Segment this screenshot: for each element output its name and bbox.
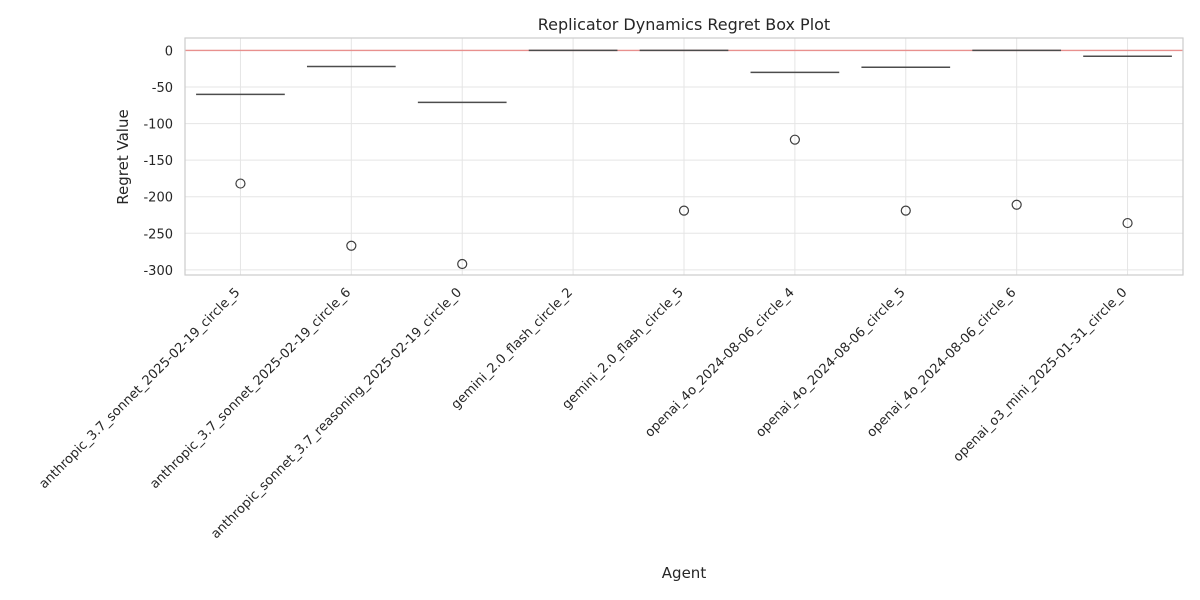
x-tick-label: openai_o3_mini_2025-01-31_circle_0 — [951, 285, 1131, 465]
x-axis-title: Agent — [662, 564, 707, 582]
y-tick-label: -250 — [143, 227, 173, 242]
plot-area: 0 -50 -100 -150 -200 -250 -300 anthropic_3.7_so… — [36, 37, 1184, 542]
y-tick-label: -300 — [143, 264, 173, 279]
outlier-point — [789, 134, 800, 145]
y-axis-title: Regret Value — [114, 109, 132, 204]
x-tick-label: anthropic_3.7_sonnet_2025-02-19_circle_6 — [147, 285, 354, 492]
y-tick-label: -150 — [143, 154, 173, 169]
outlier-point — [235, 178, 246, 189]
x-tick-label: gemini_2.0_flash_circle_2 — [449, 285, 576, 412]
outlier-point — [457, 258, 468, 270]
outlier-point — [346, 240, 357, 251]
outlier-point — [678, 205, 690, 216]
y-tick-label: -100 — [143, 118, 173, 133]
outlier-point — [1011, 199, 1022, 210]
outlier-point — [900, 205, 911, 216]
y-tick-label: -50 — [152, 81, 173, 96]
outlier-point — [1122, 217, 1133, 229]
plot-frame — [184, 37, 1184, 276]
x-tick-label: anthropic_sonnet_3.7_reasoning_2025-02-1… — [208, 285, 465, 542]
x-tick-label: gemini_2.0_flash_circle_5 — [559, 285, 686, 412]
y-tick-label: 0 — [165, 44, 173, 59]
chart-title: Replicator Dynamics Regret Box Plot — [538, 15, 830, 34]
x-tick-label: anthropic_3.7_sonnet_2025-02-19_circle_5 — [36, 285, 243, 492]
y-tick-label: -200 — [143, 191, 173, 206]
